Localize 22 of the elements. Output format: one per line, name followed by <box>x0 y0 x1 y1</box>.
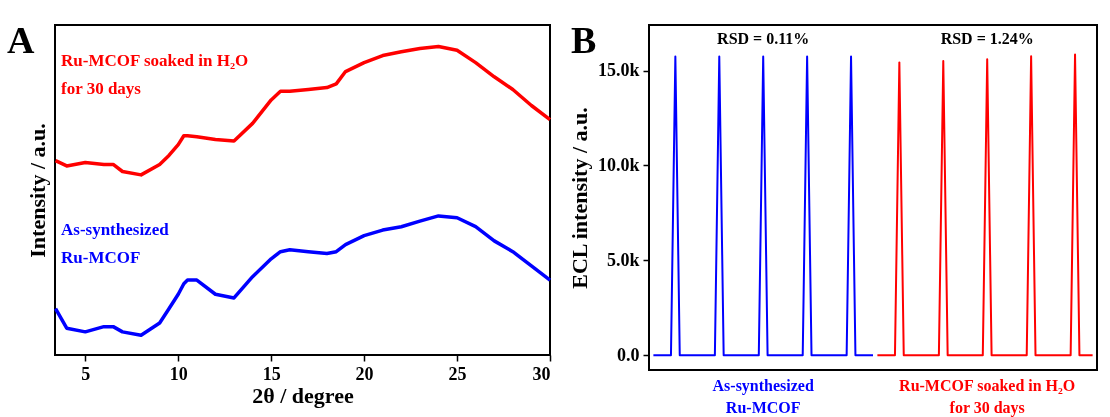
chart-title: B <box>571 19 597 61</box>
y-axis-title: ECL intensity / a.u. <box>566 107 592 289</box>
x-tick-label: 25 <box>448 363 467 384</box>
y-tick-label: 5.0k <box>606 249 640 270</box>
annotation: RSD = 1.24% <box>940 30 1034 47</box>
x-axis-title: 2θ / degree <box>252 382 354 408</box>
y-tick-label: 0.0 <box>617 344 640 365</box>
x-tick-label: 5 <box>81 363 91 384</box>
series-label: Ru-MCOF soaked in H₂O for 30 days <box>61 50 249 98</box>
x-tick-label: 15 <box>262 363 281 384</box>
series-label: As-synthesized Ru-MCOF <box>61 219 170 267</box>
y-tick-label: 15.0k <box>597 60 640 81</box>
y-axis-title: Intensity / a.u. <box>24 123 50 258</box>
x-tick-label: 20 <box>355 363 374 384</box>
x-tick-label: 30 <box>532 363 551 384</box>
x-tick-label: 10 <box>169 363 188 384</box>
line-series <box>876 53 1094 357</box>
y-tick-label: 10.0k <box>597 154 640 175</box>
series-label: Ru-MCOF soaked in H₂O for 30 days <box>899 377 1076 417</box>
chart-title: A <box>7 19 35 61</box>
series-label: As-synthesized Ru-MCOF <box>712 377 814 416</box>
annotation: RSD = 0.11% <box>717 30 810 47</box>
